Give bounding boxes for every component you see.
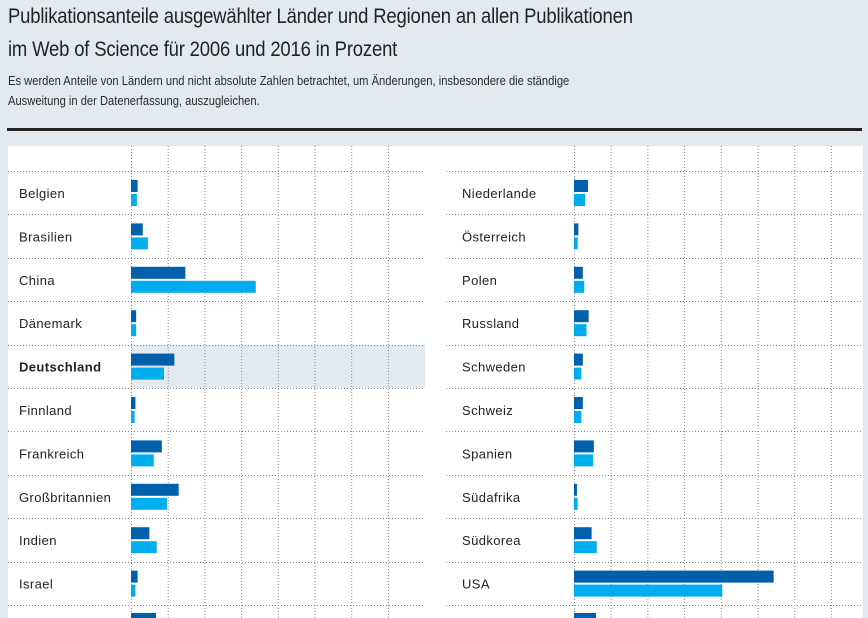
category-label: Russland — [462, 316, 519, 331]
category-label: Österreich — [462, 229, 526, 244]
category-label: Belgien — [19, 186, 65, 201]
bar-2006 — [574, 527, 592, 540]
bar-2016 — [574, 280, 585, 293]
bar-2006 — [131, 483, 179, 496]
bar-2016 — [574, 584, 723, 597]
chart-subtitle-line-2: Ausweitung in der Datenerfassung, auszug… — [8, 93, 260, 108]
category-label: China — [19, 273, 55, 288]
bar-2006 — [131, 310, 137, 323]
bar-2006 — [574, 397, 583, 409]
bar-2016 — [574, 194, 586, 206]
category-label: Indien — [19, 533, 57, 548]
bar-2016 — [131, 541, 157, 554]
bar-2016 — [131, 497, 167, 510]
category-label: Israel — [19, 577, 53, 592]
category-label: Schweden — [462, 360, 526, 375]
bar-2016 — [131, 454, 154, 467]
category-label: Großbritannien — [19, 490, 111, 505]
bar-2016 — [131, 367, 165, 380]
bar-2016 — [131, 237, 148, 250]
category-label: Frankreich — [19, 446, 84, 461]
chart-title-line-2: im Web of Science für 2006 und 2016 in P… — [8, 38, 398, 61]
chart-subtitle-line-1: Es werden Anteile von Ländern und nicht … — [8, 73, 570, 88]
bar-2006 — [574, 440, 594, 453]
bar-2006-partial — [574, 613, 596, 618]
bar-2006 — [131, 223, 143, 236]
bar-2006 — [574, 223, 579, 236]
category-label: Südkorea — [462, 533, 521, 548]
header-divider — [7, 128, 862, 131]
bar-2016 — [574, 454, 594, 467]
bar-2006-partial — [131, 613, 156, 618]
category-label: Spanien — [462, 446, 513, 461]
bar-2006 — [131, 527, 150, 540]
bar-2006 — [574, 483, 577, 496]
bar-2016 — [131, 324, 137, 337]
bar-2006 — [131, 440, 162, 453]
bar-2006 — [131, 397, 136, 409]
category-label: Niederlande — [462, 186, 537, 201]
bar-2016 — [131, 280, 256, 293]
chart-title: Publikationsanteile ausgewählter Länder … — [8, 0, 756, 66]
bar-2016 — [574, 497, 578, 510]
bar-2006 — [574, 570, 774, 583]
category-label: Schweiz — [462, 403, 513, 418]
category-label: Polen — [462, 273, 497, 288]
category-label: Deutschland — [19, 360, 101, 375]
category-label: Brasilien — [19, 229, 72, 244]
bar-2016 — [131, 584, 136, 597]
bar-2016 — [574, 541, 597, 554]
highlight-row-deutschland — [131, 344, 425, 388]
bar-2006 — [574, 310, 589, 323]
bar-2016 — [574, 367, 582, 380]
bar-2006 — [131, 570, 138, 583]
bar-2006 — [131, 180, 138, 192]
bar-2006 — [131, 266, 186, 279]
bar-2016 — [131, 411, 135, 423]
category-label: Dänemark — [19, 316, 82, 331]
bar-2016 — [574, 237, 578, 250]
category-label: Finnland — [19, 403, 72, 418]
category-label: Südafrika — [462, 490, 521, 505]
bar-2006 — [574, 353, 583, 366]
chart-title-line-1: Publikationsanteile ausgewählter Länder … — [8, 5, 633, 28]
bar-2016 — [574, 411, 582, 423]
bar-2006 — [574, 180, 588, 192]
bar-2006 — [574, 266, 583, 279]
category-label: USA — [462, 577, 490, 592]
bar-2016 — [131, 194, 137, 206]
bar-2006 — [131, 353, 175, 366]
bar-2016 — [574, 324, 587, 337]
chart-subtitle: Es werden Anteile von Ländern und nicht … — [8, 71, 782, 111]
